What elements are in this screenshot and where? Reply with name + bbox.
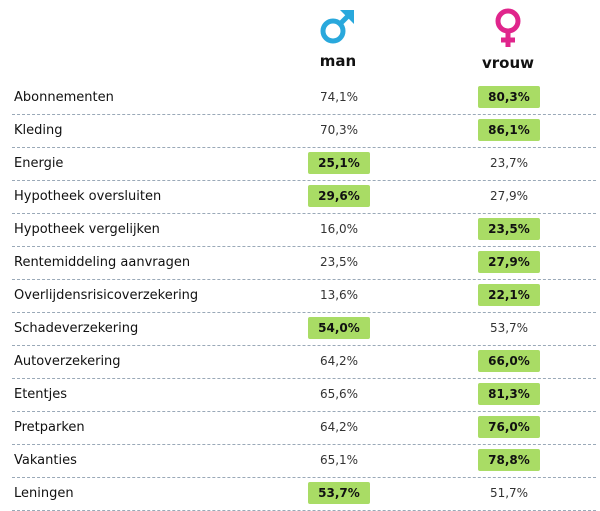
table-row: Overlijdensrisicoverzekering 13,6% 22,1%: [12, 280, 596, 313]
value-vrouw: 27,9%: [478, 251, 540, 273]
value-man: 13,6%: [319, 288, 359, 302]
table-row: Rentemiddeling aanvragen 23,5% 27,9%: [12, 247, 596, 280]
value-man: 65,6%: [319, 387, 359, 401]
value-man: 64,2%: [319, 420, 359, 434]
table-row: Schadeverzekering 54,0% 53,7%: [12, 313, 596, 346]
row-label: Leningen: [14, 486, 74, 501]
table-row: Pretparken 64,2% 76,0%: [12, 412, 596, 445]
row-label: Vakanties: [14, 453, 77, 468]
row-label: Overlijdensrisicoverzekering: [14, 288, 199, 303]
value-vrouw: 80,3%: [478, 86, 540, 108]
value-vrouw: 22,1%: [478, 284, 540, 306]
row-label: Kleding: [14, 123, 63, 138]
table-row: Vakanties 65,1% 78,8%: [12, 445, 596, 478]
male-symbol-icon: [320, 10, 354, 44]
value-vrouw: 66,0%: [478, 350, 540, 372]
column-header-man-label: man: [319, 52, 357, 70]
column-header-vrouw-label: vrouw: [481, 54, 535, 72]
row-label: Etentjes: [14, 387, 68, 402]
row-label: Schadeverzekering: [14, 321, 139, 336]
row-label: Hypotheek vergelijken: [14, 222, 160, 237]
value-man: 74,1%: [319, 90, 359, 104]
value-vrouw: 81,3%: [478, 383, 540, 405]
table-row: Abonnementen 74,1% 80,3%: [12, 82, 596, 115]
table-row: Etentjes 65,6% 81,3%: [12, 379, 596, 412]
column-header-man: man: [278, 0, 398, 70]
row-label: Energie: [14, 156, 64, 171]
column-header-vrouw: vrouw: [448, 0, 568, 72]
value-man: 64,2%: [319, 354, 359, 368]
value-vrouw: 23,5%: [478, 218, 540, 240]
table-row: Kleding 70,3% 86,1%: [12, 115, 596, 148]
value-man: 16,0%: [319, 222, 359, 236]
female-symbol-icon: [495, 8, 521, 47]
value-man: 29,6%: [308, 185, 370, 207]
table-row: Energie 25,1% 23,7%: [12, 148, 596, 181]
value-man: 54,0%: [308, 317, 370, 339]
value-man: 53,7%: [308, 482, 370, 504]
table-row: Leningen 53,7% 51,7%: [12, 478, 596, 511]
row-label: Autoverzekering: [14, 354, 121, 369]
value-man: 70,3%: [319, 123, 359, 137]
row-label: Hypotheek oversluiten: [14, 189, 162, 204]
value-vrouw: 27,9%: [489, 189, 529, 203]
value-vrouw: 78,8%: [478, 449, 540, 471]
comparison-table: Abonnementen 74,1% 80,3% Kleding 70,3% 86,1% E…: [12, 82, 596, 511]
table-row: Hypotheek oversluiten 29,6% 27,9%: [12, 181, 596, 214]
value-man: 23,5%: [319, 255, 359, 269]
row-label: Pretparken: [14, 420, 85, 435]
value-vrouw: 51,7%: [489, 486, 529, 500]
value-vrouw: 76,0%: [478, 416, 540, 438]
value-vrouw: 23,7%: [489, 156, 529, 170]
value-vrouw: 53,7%: [489, 321, 529, 335]
table-row: Hypotheek vergelijken 16,0% 23,5%: [12, 214, 596, 247]
table-row: Autoverzekering 64,2% 66,0%: [12, 346, 596, 379]
value-vrouw: 86,1%: [478, 119, 540, 141]
row-label: Abonnementen: [14, 90, 114, 105]
value-man: 25,1%: [308, 152, 370, 174]
row-label: Rentemiddeling aanvragen: [14, 255, 191, 270]
value-man: 65,1%: [319, 453, 359, 467]
